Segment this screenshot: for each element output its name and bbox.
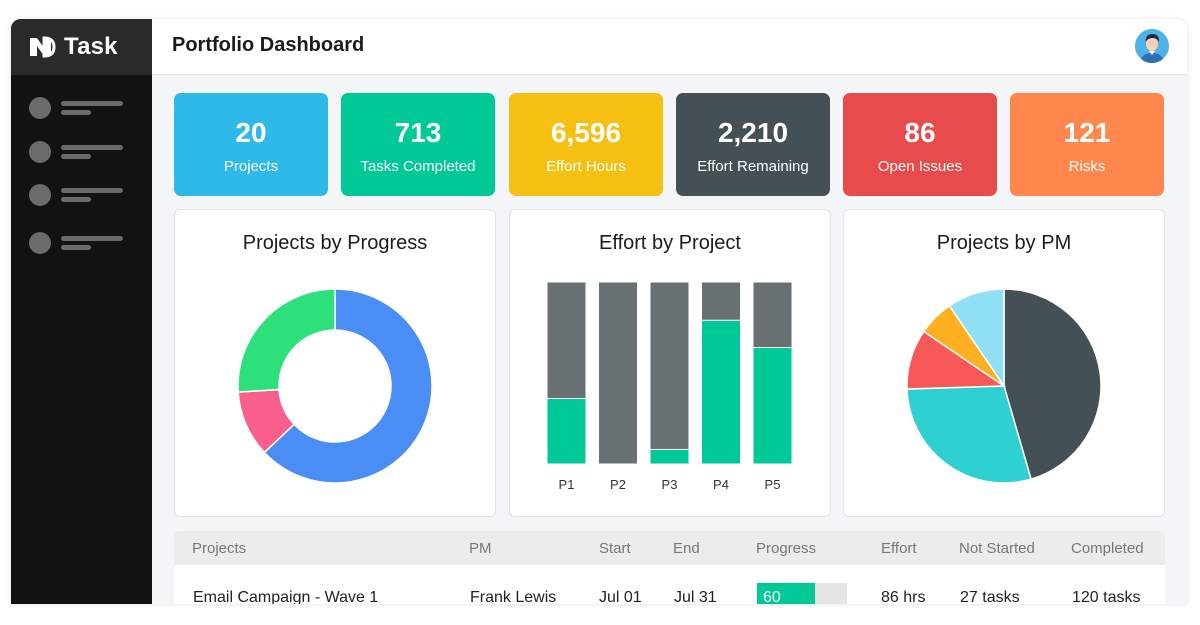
slice-2[interactable] — [906, 385, 1032, 484]
nav-placeholder-icon — [29, 184, 51, 206]
cell-end: Jul 31 — [674, 589, 717, 604]
app-window: Task Portfolio Dashboard — [11, 19, 1187, 604]
bar-p3-segment-1[interactable] — [649, 448, 690, 465]
bar-p4-segment-2[interactable] — [701, 281, 741, 321]
bar-p4-segment-1[interactable] — [701, 319, 741, 465]
x-tick-label: P5 — [765, 477, 781, 492]
sidebar-item-1[interactable] — [29, 97, 129, 119]
sidebar-item-2[interactable] — [29, 141, 129, 163]
nav-placeholder-icon — [29, 97, 51, 119]
kpi-card-projects[interactable]: 20 Projects — [174, 93, 328, 196]
logo-text: Task — [64, 33, 118, 60]
sidebar-item-3[interactable] — [29, 184, 129, 206]
chart-card-pm: Projects by PM — [843, 209, 1165, 517]
kpi-card-effort-remaining[interactable]: 2,210 Effort Remaining — [676, 93, 830, 196]
bar-p3-segment-2[interactable] — [649, 281, 690, 450]
cell-not-started: 27 tasks — [960, 589, 1020, 604]
chart-card-progress: Projects by Progress — [174, 209, 496, 517]
kpi-value: 2,210 — [717, 117, 789, 148]
column-header-start[interactable]: Start — [599, 540, 631, 557]
slice-1[interactable] — [263, 288, 433, 484]
x-tick-label: P4 — [713, 477, 729, 492]
nav-placeholder-icon — [29, 141, 51, 163]
kpi-card-tasks-completed[interactable]: 713 Tasks Completed — [341, 93, 495, 196]
kpi-value: 713 — [394, 117, 442, 148]
nav-placeholder-sublabel — [61, 245, 91, 250]
nav-placeholder-icon — [29, 232, 51, 254]
progress-bar-fill — [757, 583, 815, 604]
nav-placeholder-label — [61, 145, 123, 150]
column-header-end[interactable]: End — [673, 540, 700, 557]
nav-placeholder-sublabel — [61, 197, 91, 202]
kpi-value: 6,596 — [550, 117, 622, 148]
column-header-effort[interactable]: Effort — [881, 540, 917, 557]
bar-p1-segment-1[interactable] — [546, 397, 587, 465]
kpi-card-risks[interactable]: 121 Risks — [1010, 93, 1164, 196]
logo-icon — [30, 36, 56, 58]
slice-3[interactable] — [237, 288, 336, 393]
kpi-value: 20 — [235, 117, 267, 148]
chart-title: Projects by Progress — [242, 232, 428, 254]
progress-bar: 60 — [757, 583, 847, 604]
user-avatar-icon — [1135, 29, 1169, 63]
page-title: Portfolio Dashboard — [172, 34, 365, 56]
kpi-value: 86 — [904, 117, 936, 148]
slice-1[interactable] — [1003, 288, 1102, 481]
x-tick-label: P2 — [610, 477, 626, 492]
kpi-card-open-issues[interactable]: 86 Open Issues — [843, 93, 997, 196]
kpi-label: Risks — [1068, 158, 1106, 175]
sidebar: Task — [11, 19, 152, 604]
nav-placeholder-sublabel — [61, 154, 91, 159]
kpi-label: Open Issues — [877, 158, 963, 175]
column-header-completed[interactable]: Completed — [1071, 540, 1144, 557]
bar-p5-segment-1[interactable] — [752, 347, 793, 465]
kpi-card-effort-hours[interactable]: 6,596 Effort Hours — [509, 93, 663, 196]
kpi-label: Projects — [223, 158, 279, 175]
column-header-projects[interactable]: Projects — [192, 540, 247, 557]
avatar[interactable] — [1135, 29, 1169, 63]
nav-placeholder-label — [61, 188, 123, 193]
nav-placeholder-label — [61, 236, 123, 241]
nav-placeholder-label — [61, 101, 123, 106]
kpi-label: Effort Hours — [546, 158, 626, 175]
x-tick-label: P3 — [662, 477, 678, 492]
donut-chart — [237, 288, 433, 484]
projects-table: Projects PM Start End Progress Effort No… — [174, 531, 1165, 604]
x-tick-label: P1 — [559, 477, 575, 492]
slice-5[interactable] — [948, 288, 1005, 389]
sidebar-item-4[interactable] — [29, 232, 129, 254]
cell-completed: 120 tasks — [1072, 589, 1141, 604]
column-header-progress[interactable]: Progress — [756, 540, 817, 557]
kpi-label: Effort Remaining — [697, 158, 809, 175]
progress-value: 60 — [763, 589, 781, 604]
cell-effort: 86 hrs — [881, 589, 926, 604]
bar-p2-segment-2[interactable] — [598, 281, 638, 465]
chart-title: Effort by Project — [599, 232, 741, 254]
kpi-label: Tasks Completed — [360, 158, 476, 175]
stacked-bar-chart: P1 P2 P3 P4 P5 — [546, 281, 793, 492]
pie-chart — [906, 288, 1102, 484]
bar-p1-segment-2[interactable] — [546, 281, 587, 399]
kpi-value: 121 — [1063, 117, 1111, 148]
header-bar: Portfolio Dashboard — [152, 19, 1187, 75]
bar-p5-segment-2[interactable] — [752, 281, 793, 349]
cell-project[interactable]: Email Campaign - Wave 1 — [193, 589, 379, 604]
table-header: Projects PM Start End Progress Effort No… — [174, 531, 1165, 565]
cell-start: Jul 01 — [599, 589, 642, 604]
chart-card-effort: Effort by Project P1 P2 P3 P4 P5 — [509, 209, 831, 517]
nav-placeholder-sublabel — [61, 110, 91, 115]
app-logo[interactable]: Task — [11, 19, 152, 75]
column-header-pm[interactable]: PM — [469, 540, 492, 557]
column-header-not-started[interactable]: Not Started — [959, 540, 1035, 557]
cell-pm: Frank Lewis — [470, 589, 557, 604]
chart-title: Projects by PM — [936, 232, 1072, 254]
